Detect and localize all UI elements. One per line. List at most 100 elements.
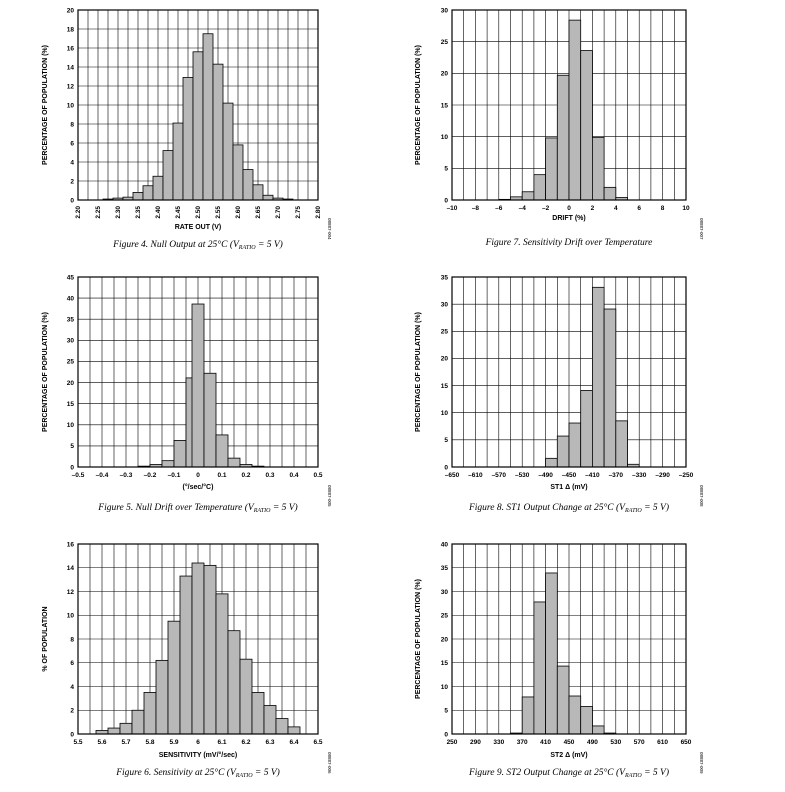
x-tick-label: –370 [609, 472, 624, 479]
y-tick-label: 25 [67, 359, 75, 366]
x-axis-title: ST2 Δ (mV) [550, 752, 587, 759]
y-tick-label: 15 [441, 660, 449, 667]
x-tick-label: 6.1 [217, 739, 226, 746]
x-tick-label: 450 [564, 739, 575, 746]
figure-id: 08887-007 [699, 218, 704, 240]
figure-id: 08887-005 [327, 485, 332, 507]
y-tick-label: 0 [444, 197, 448, 204]
histogram-bar [119, 722, 133, 735]
histogram-bar [533, 601, 547, 735]
plot-frame [451, 9, 687, 201]
histogram-bar [580, 50, 593, 201]
x-tick-label: –530 [515, 472, 530, 479]
y-tick-label: 12 [67, 589, 75, 596]
histogram-bar [155, 659, 169, 735]
x-tick-label: 2.35 [135, 206, 142, 219]
y-tick-label: 16 [67, 541, 75, 548]
y-tick-label: 25 [441, 613, 449, 620]
y-tick-label: 5 [444, 166, 448, 173]
histogram-bar [287, 726, 301, 735]
y-tick-label: 20 [67, 7, 75, 14]
caption-text-end: = 5 V) [252, 768, 280, 778]
histogram-bar [263, 705, 277, 735]
caption-subscript: RATIO [235, 773, 253, 779]
histogram-bar [592, 136, 605, 201]
plot-frame [77, 276, 319, 468]
histogram-bar [192, 51, 204, 201]
y-tick-label: 40 [441, 541, 449, 548]
x-tick-label: 8 [661, 205, 665, 212]
y-tick-label: 12 [67, 83, 75, 90]
y-tick-label: 20 [67, 380, 75, 387]
x-tick-label: 6.4 [289, 739, 298, 746]
y-tick-label: 30 [441, 589, 449, 596]
y-tick-label: 5 [444, 708, 448, 715]
y-tick-label: 6 [70, 140, 74, 147]
x-tick-label: 2.70 [275, 206, 282, 219]
y-tick-label: 15 [67, 401, 75, 408]
x-tick-label: –6 [495, 205, 503, 212]
x-tick-label: –610 [468, 472, 483, 479]
x-tick-label: 5.6 [97, 739, 106, 746]
histogram-bar [203, 564, 217, 735]
x-tick-label: –650 [445, 472, 460, 479]
x-tick-label: –570 [492, 472, 507, 479]
y-tick-label: 0 [70, 731, 74, 738]
y-tick-label: 10 [67, 613, 75, 620]
histogram-bar [143, 692, 157, 735]
histogram-bar [222, 102, 234, 201]
y-axis-title: PERCENTAGE OF POPULATION (%) [415, 579, 422, 699]
histogram-bar [232, 144, 244, 201]
x-tick-label: –410 [585, 472, 600, 479]
histogram-bar [202, 33, 214, 201]
histogram-bar [603, 186, 617, 201]
y-tick-label: 20 [441, 356, 449, 363]
x-tick-label: 0 [567, 205, 571, 212]
y-tick-label: 2 [70, 708, 74, 715]
y-tick-label: 5 [444, 437, 448, 444]
histogram-bar [568, 19, 582, 201]
x-axis-title: DRIFT (%) [552, 215, 585, 222]
y-axis-title: PERCENTAGE OF POPULATION (%) [42, 312, 49, 432]
x-tick-label: –0.3 [120, 472, 133, 479]
x-tick-label: 250 [447, 739, 458, 746]
x-tick-label: 2.75 [295, 206, 302, 219]
histogram-bar [580, 706, 593, 735]
x-tick-label: 2 [591, 205, 595, 212]
histogram-bar [173, 439, 187, 468]
x-tick-label: 6.5 [313, 739, 322, 746]
y-axis-title: PERCENTAGE OF POPULATION (%) [42, 45, 49, 165]
x-tick-label: 610 [657, 739, 668, 746]
histogram-bar [556, 665, 570, 735]
x-tick-label: –2 [542, 205, 550, 212]
histogram-bar [521, 696, 535, 735]
x-tick-label: 2.50 [195, 206, 202, 219]
figure-caption: Figure 4. Null Output at 25°C (VRATIO = … [113, 240, 283, 251]
y-tick-label: 5 [70, 443, 74, 450]
histogram-bar [568, 422, 582, 468]
x-tick-label: –0.4 [96, 472, 109, 479]
histogram-bar [252, 184, 264, 201]
x-tick-label: –4 [519, 205, 527, 212]
histogram-chart-6: 0 5 10 15 20 25 30 35 40 250 290 330 370 410 450 490 530… [415, 541, 704, 774]
y-tick-label: 20 [441, 71, 449, 78]
caption-text: Figure 8. ST1 Output Change at 25°C (V [468, 503, 625, 513]
figure-caption: Figure 7. Sensitivity Drift over Tempera… [486, 238, 653, 248]
y-tick-label: 15 [441, 102, 449, 109]
histogram-bar [592, 725, 605, 735]
y-tick-label: 30 [441, 301, 449, 308]
caption-subscript: RATIO [238, 245, 256, 251]
x-tick-label: 5.9 [169, 739, 178, 746]
y-tick-label: 4 [70, 684, 74, 691]
x-tick-label: 6.2 [241, 739, 250, 746]
histogram-bar [162, 150, 174, 201]
x-tick-label: 0.4 [289, 472, 298, 479]
y-tick-label: 30 [67, 338, 75, 345]
x-tick-label: 6 [637, 205, 641, 212]
x-tick-label: 2.65 [255, 206, 262, 219]
plot-frame [77, 543, 319, 735]
figure-id: 08887-006 [327, 752, 332, 774]
x-tick-label: –490 [538, 472, 553, 479]
histogram-bar [203, 372, 217, 468]
